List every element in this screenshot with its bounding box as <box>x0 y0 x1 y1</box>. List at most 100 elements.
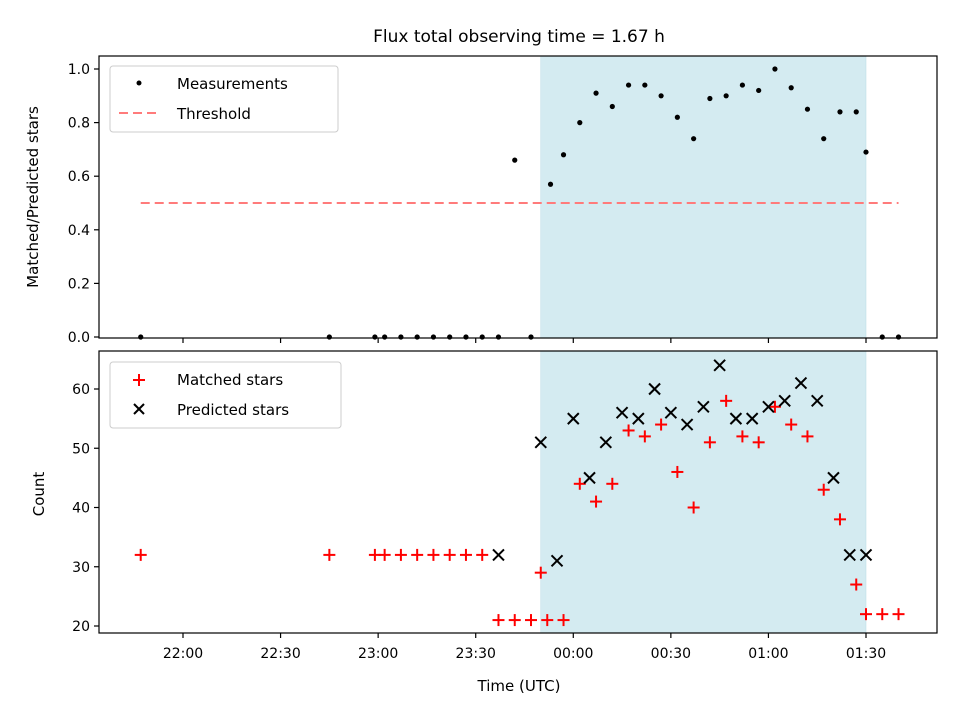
bottom-x-tick-label: 22:30 <box>260 646 300 662</box>
matched-star-point <box>736 430 749 443</box>
matched-star-point <box>720 394 733 407</box>
matched-star-point <box>492 614 505 627</box>
measurement-point <box>723 93 729 99</box>
measurement-point <box>863 149 869 155</box>
bottom-shaded-interval <box>540 350 867 634</box>
predicted-star-point <box>583 471 596 485</box>
measurement-point <box>739 82 746 88</box>
matched-star-point <box>541 614 554 627</box>
top-y-tick-label: 0.2 <box>68 276 90 292</box>
bottom-x-tick-label: 23:30 <box>456 646 496 662</box>
bottom-y-tick-label: 30 <box>72 560 90 576</box>
top-panel: 0.0 0.2 0.4 0.6 0.8 1.0 Matched/Predicted sta… <box>24 55 938 346</box>
top-y-axis-label: Matched/Predicted stars <box>24 106 42 288</box>
predicted-star-stroke-b <box>680 418 694 431</box>
measurement-point <box>691 136 697 142</box>
bottom-x-tick-label: 01:00 <box>748 646 788 662</box>
matched-star-point <box>525 614 538 627</box>
matched-star-point <box>638 430 651 443</box>
measurement-point <box>879 334 885 340</box>
predicted-star-point <box>794 376 808 390</box>
matched-star-point <box>557 614 570 627</box>
bottom-plot-frame <box>98 350 938 634</box>
measurement-point <box>804 106 811 112</box>
predicted-star-stroke-b <box>567 412 580 425</box>
top-legend: Measurements Threshold <box>109 65 339 133</box>
predicted-star-stroke-b <box>745 412 759 425</box>
predicted-star-stroke-b <box>859 548 873 562</box>
bottom-x-tick-label: 00:30 <box>651 646 691 662</box>
predicted-star-point <box>827 471 840 485</box>
matched-star-point <box>785 418 798 431</box>
matched-star-point <box>850 578 863 591</box>
measurement-point <box>547 181 554 187</box>
measurement-point <box>398 334 404 340</box>
predicted-star-point <box>567 412 580 425</box>
predicted-star-stroke-b <box>648 382 661 396</box>
top-plot-frame <box>98 55 938 339</box>
measurement-point <box>447 334 453 340</box>
matched-star-point <box>590 495 603 508</box>
top-legend-box <box>109 65 339 133</box>
top-shaded-interval <box>540 55 867 339</box>
matched-stars-points <box>134 394 905 627</box>
predicted-star-point <box>729 412 743 425</box>
legend-measurements-label: Measurements <box>177 75 288 93</box>
predicted-star-stroke-b <box>492 548 505 562</box>
legend-measurements-marker <box>136 80 142 86</box>
predicted-star-point <box>492 548 505 562</box>
top-y-tick-label: 0.6 <box>68 169 90 185</box>
legend-matched-marker <box>133 374 145 386</box>
predicted-star-stroke-b <box>713 359 726 372</box>
matched-star-point <box>508 614 521 627</box>
matched-star-point <box>752 436 765 449</box>
predicted-star-stroke-b <box>615 406 629 419</box>
predicted-star-point <box>648 382 661 396</box>
predicted-star-point <box>859 548 873 562</box>
legend-predicted-marker <box>133 403 145 415</box>
predicted-star-point <box>550 554 564 568</box>
predicted-star-point <box>843 548 856 562</box>
measurement-point <box>772 66 778 72</box>
measurement-point <box>528 334 534 340</box>
matched-star-point <box>768 400 781 413</box>
predicted-star-stroke-b <box>534 436 547 449</box>
predicted-star-stroke-b <box>827 471 840 485</box>
bottom-y-tick-label: 40 <box>72 501 90 517</box>
bottom-y-tick-label: 20 <box>72 619 90 635</box>
measurement-point <box>577 120 583 126</box>
bottom-x-ticks: 22:00 22:30 23:00 23:30 00:00 00:30 01:00 01:30 <box>163 633 886 662</box>
matched-star-point <box>817 483 830 496</box>
matched-star-point <box>378 548 391 561</box>
bottom-legend-box <box>109 361 342 429</box>
matched-star-point <box>703 436 716 449</box>
predicted-star-point <box>778 394 791 408</box>
predicted-star-point <box>534 436 547 449</box>
predicted-star-stroke-b <box>811 394 824 408</box>
measurement-point <box>853 109 859 115</box>
predicted-star-stroke-b <box>843 548 856 562</box>
measurement-point <box>625 82 632 88</box>
bottom-y-axis-label: Count <box>30 472 48 517</box>
matched-star-point <box>860 608 872 621</box>
measurement-point <box>756 87 762 94</box>
predicted-star-point <box>697 400 710 413</box>
measurement-point <box>642 82 648 88</box>
predicted-star-stroke-b <box>583 471 596 485</box>
predicted-star-stroke-b <box>762 400 775 413</box>
top-y-tick-label: 0.4 <box>68 223 90 239</box>
predicted-star-stroke-b <box>778 394 791 408</box>
matched-star-point <box>323 548 336 561</box>
predicted-star-stroke-b <box>697 400 710 413</box>
predicted-star-stroke-b <box>632 412 645 425</box>
measurement-point <box>382 334 388 340</box>
matched-star-point <box>606 477 619 490</box>
measurement-point <box>138 334 144 340</box>
top-y-tick-label: 0.0 <box>68 330 90 346</box>
matched-star-point <box>534 566 547 579</box>
measurement-point <box>593 90 599 96</box>
measurement-point <box>326 334 332 340</box>
predicted-star-point <box>680 418 694 431</box>
top-y-tick-label: 1.0 <box>68 62 90 78</box>
